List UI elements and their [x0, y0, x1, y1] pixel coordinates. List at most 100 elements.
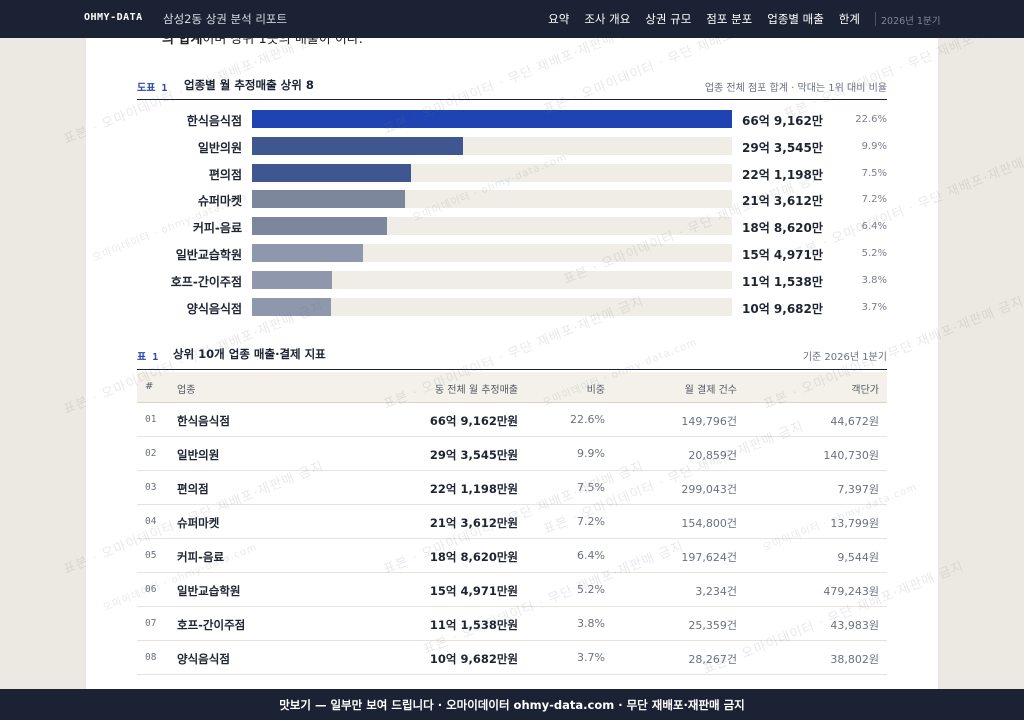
cell-industry: 슈퍼마켓 — [177, 516, 220, 530]
table-column-headers: # 업종 동 전체 월 추정매출 비중 월 결제 건수 객단가 — [137, 372, 887, 403]
bar-track — [252, 297, 732, 316]
cell-avg-ticket: 38,802원 — [830, 653, 879, 666]
cell-avg-ticket: 44,672원 — [830, 415, 879, 428]
bar-track — [252, 136, 732, 155]
figure-note: 업종 전체 점포 합계 · 막대는 1위 대비 비율 — [704, 83, 887, 94]
bar-value-label: 22억 1,198만 — [742, 167, 823, 182]
cell-sales: 15억 4,971만원 — [429, 584, 518, 598]
cell-rank: 01 — [145, 414, 157, 425]
column-header-rank: # — [145, 381, 154, 392]
bar — [252, 110, 732, 128]
bar-track — [252, 244, 732, 262]
bar — [252, 190, 406, 209]
bar — [252, 136, 463, 155]
cell-payments: 149,796건 — [681, 415, 737, 428]
bar-row: 호프-간이주점 11억 1,538만 3.8% — [86, 270, 938, 291]
cell-share: 3.7% — [577, 651, 605, 664]
cell-avg-ticket: 479,243원 — [823, 585, 879, 598]
nav-divider — [875, 12, 876, 26]
nav-item-limitations[interactable]: 한계 — [838, 12, 860, 26]
cell-share: 3.8% — [577, 617, 605, 630]
bar — [252, 270, 332, 289]
cell-sales: 29억 3,545만원 — [429, 448, 518, 462]
cell-industry: 한식음식점 — [177, 414, 230, 428]
cell-sales: 22억 1,198만원 — [429, 482, 518, 496]
table-label: 표 1 — [137, 352, 159, 363]
bar-row: 한식음식점 66억 9,162만 22.6% — [86, 110, 938, 130]
nav-item-market-size[interactable]: 상권 규모 — [645, 12, 692, 26]
bar-track — [252, 217, 732, 236]
bar-category-label: 편의점 — [208, 167, 242, 182]
period-label: 2026년 1분기 — [881, 16, 941, 27]
bar — [252, 163, 411, 182]
cell-payments: 299,043건 — [681, 483, 737, 496]
preview-notice-text: 맛보기 — 일부만 보여 드립니다 · 오마이데이터 ohmy-data.com… — [279, 698, 745, 712]
cell-share: 22.6% — [570, 413, 605, 426]
bar-row: 일반교습학원 15억 4,971만 5.2% — [86, 244, 938, 264]
bar-category-label: 일반교습학원 — [175, 248, 242, 262]
cell-share: 9.9% — [577, 447, 605, 460]
figure-header: 도표 1 업종별 월 추정매출 상위 8 업종 전체 점포 합계 · 막대는 1… — [137, 76, 887, 100]
bar-value-label: 21억 3,612만 — [742, 194, 823, 209]
figure-title: 업종별 월 추정매출 상위 8 — [184, 78, 314, 92]
bar-value-label: 66억 9,162만 — [742, 114, 823, 128]
cell-industry: 일반교습학원 — [177, 584, 241, 598]
cell-sales: 11억 1,538만원 — [429, 618, 518, 632]
column-header-share: 비중 — [586, 385, 605, 396]
bar-row: 편의점 22억 1,198만 7.5% — [86, 163, 938, 184]
cell-payments: 197,624건 — [681, 551, 737, 564]
cell-rank: 05 — [145, 550, 157, 561]
cell-payments: 154,800건 — [681, 517, 737, 530]
nav-item-store-distribution[interactable]: 점포 분포 — [706, 12, 753, 26]
cell-avg-ticket: 9,544원 — [837, 551, 879, 564]
cell-rank: 06 — [145, 584, 157, 595]
cell-rank: 08 — [145, 652, 157, 663]
cell-industry: 호프-간이주점 — [177, 618, 246, 632]
table-note: 기준 2026년 1분기 — [802, 352, 887, 363]
cell-avg-ticket: 43,983원 — [830, 619, 879, 632]
table-row: 07 호프-간이주점 11억 1,538만원 3.8% 25,359건 43,983원 — [137, 607, 887, 641]
cell-industry: 일반의원 — [177, 448, 220, 462]
bar-value-label: 11억 1,538만 — [742, 274, 823, 289]
bar-row: 일반의원 29억 3,545만 9.9% — [86, 136, 938, 157]
column-header-sales: 동 전체 월 추정매출 — [434, 385, 518, 396]
bar-track — [252, 270, 732, 289]
cell-payments: 20,859건 — [688, 449, 737, 462]
section-nav: 요약 조사 개요 상권 규모 점포 분포 업종별 매출 한계 — [548, 11, 860, 27]
bar — [252, 297, 331, 316]
column-header-payments: 월 결제 건수 — [684, 385, 737, 396]
cell-rank: 04 — [145, 516, 157, 527]
bar-share-label: 9.9% — [861, 140, 887, 152]
table-row: 02 일반의원 29억 3,545만원 9.9% 20,859건 140,730원 — [137, 437, 887, 471]
bar — [252, 217, 388, 236]
cell-sales: 10억 9,682만원 — [429, 652, 518, 666]
table-row: 04 슈퍼마켓 21억 3,612만원 7.2% 154,800건 13,799원 — [137, 505, 887, 539]
table-header: 표 1 상위 10개 업종 매출·결제 지표 기준 2026년 1분기 — [137, 344, 887, 370]
cell-payments: 28,267건 — [688, 653, 737, 666]
bar-value-label: 15억 4,971만 — [742, 248, 823, 262]
bar-share-label: 6.4% — [861, 221, 887, 233]
bar-row: 양식음식점 10억 9,682만 3.7% — [86, 297, 938, 318]
column-header-industry: 업종 — [177, 385, 196, 396]
cell-rank: 07 — [145, 618, 157, 629]
nav-item-survey-overview[interactable]: 조사 개요 — [584, 12, 631, 26]
cell-share: 6.4% — [577, 549, 605, 562]
bar-category-label: 호프-간이주점 — [170, 274, 242, 289]
bar-row: 슈퍼마켓 21억 3,612만 7.2% — [86, 190, 938, 210]
intro-bold: 의 합계 — [162, 38, 203, 47]
cell-sales: 66억 9,162만원 — [429, 414, 518, 428]
nav-item-summary[interactable]: 요약 — [548, 12, 570, 26]
brand-logo[interactable]: OHMY-DATA — [84, 12, 143, 23]
nav-item-sales-by-industry[interactable]: 업종별 매출 — [767, 12, 824, 26]
cell-industry: 양식음식점 — [177, 652, 230, 666]
cell-share: 7.5% — [577, 481, 605, 494]
cell-share: 7.2% — [577, 515, 605, 528]
bar-category-label: 커피-음료 — [192, 221, 242, 236]
bar-category-label: 양식음식점 — [186, 301, 242, 316]
cell-industry: 편의점 — [177, 482, 209, 496]
cell-sales: 18억 8,620만원 — [429, 550, 518, 564]
cell-payments: 3,234건 — [695, 585, 737, 598]
bar-share-label: 3.7% — [861, 301, 887, 313]
table-row: 03 편의점 22억 1,198만원 7.5% 299,043건 7,397원 — [137, 471, 887, 505]
report-title: 삼성2동 상권 분석 리포트 — [163, 12, 288, 26]
